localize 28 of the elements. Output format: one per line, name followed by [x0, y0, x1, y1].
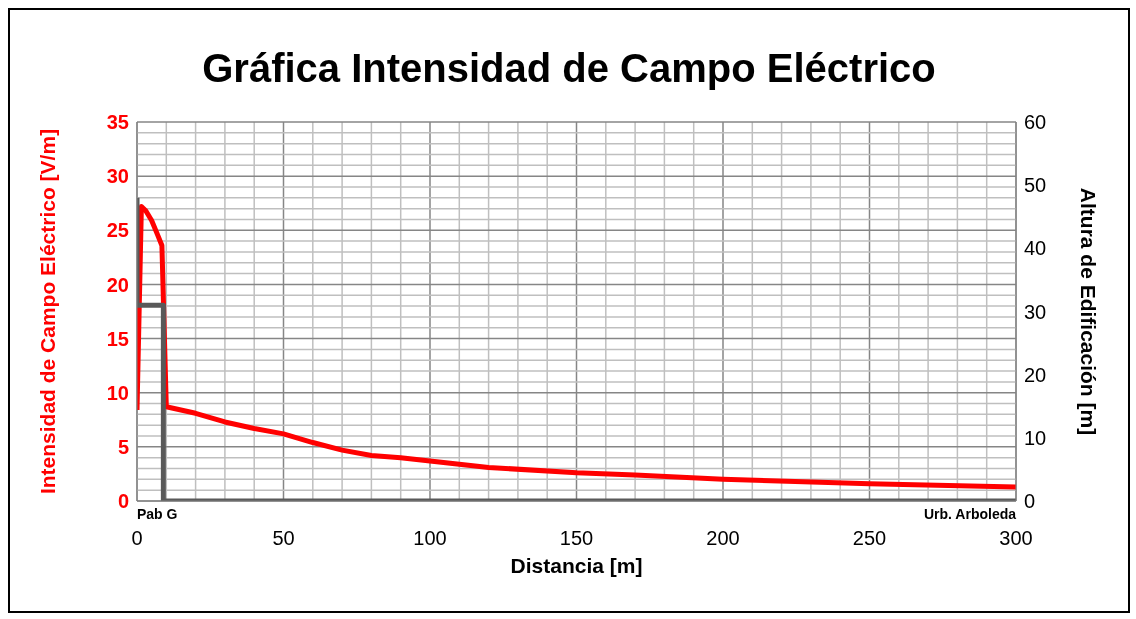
y-tick-label: 15 — [106, 327, 129, 350]
y2-tick-label: 60 — [1024, 111, 1047, 134]
y-tick-label: 5 — [117, 435, 129, 458]
x-tick-label: 250 — [852, 527, 887, 550]
x-tick-label: 150 — [559, 527, 594, 550]
y2-axis-title: Altura de Edificación [m] — [1076, 187, 1100, 436]
text: Urb. Arboleda — [923, 506, 1017, 522]
text: Pab G — [137, 506, 178, 522]
y-axis-title: Intensidad de Campo Eléctrico [V/m] — [36, 128, 60, 495]
y-tick-label: 25 — [106, 219, 129, 242]
x-tick-label: 200 — [706, 527, 740, 550]
y2-tick-label: 30 — [1024, 300, 1047, 323]
y-tick-label: 30 — [106, 165, 129, 188]
y2-tick-label: 0 — [1024, 490, 1036, 513]
y2-tick-label: 20 — [1024, 363, 1047, 386]
y2-tick-label: 40 — [1024, 237, 1047, 260]
x-tick-label: 50 — [272, 527, 295, 550]
x-tick-label: 100 — [413, 527, 447, 550]
y-tick-label: 10 — [106, 381, 129, 404]
y2-tick-label: 50 — [1024, 174, 1047, 197]
y2-tick-label: 10 — [1024, 426, 1047, 449]
x-tick-label: 300 — [999, 527, 1033, 550]
chart-title: Gráfica Intensidad de Campo Eléctrico — [201, 46, 937, 91]
y-tick-label: 0 — [117, 490, 129, 513]
x-tick-label: 0 — [131, 527, 143, 550]
x-axis-title: Distancia [m] — [510, 554, 643, 577]
y-tick-label: 20 — [106, 273, 129, 296]
y-tick-label: 35 — [106, 111, 129, 134]
